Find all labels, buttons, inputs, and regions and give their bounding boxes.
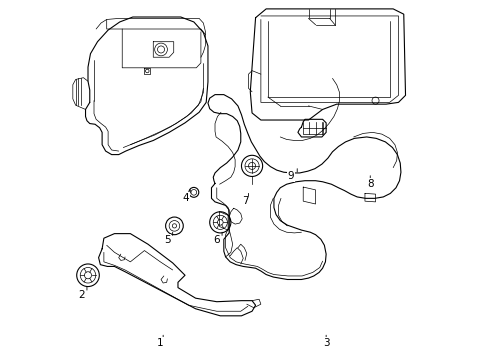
Text: 4: 4 <box>182 193 189 203</box>
Text: 3: 3 <box>323 338 329 348</box>
Text: 6: 6 <box>214 235 220 245</box>
Text: 1: 1 <box>157 338 164 348</box>
Text: 8: 8 <box>367 179 373 189</box>
Text: 7: 7 <box>242 196 248 206</box>
Text: 2: 2 <box>79 290 85 300</box>
Text: 5: 5 <box>164 235 171 245</box>
Text: 9: 9 <box>288 171 294 181</box>
